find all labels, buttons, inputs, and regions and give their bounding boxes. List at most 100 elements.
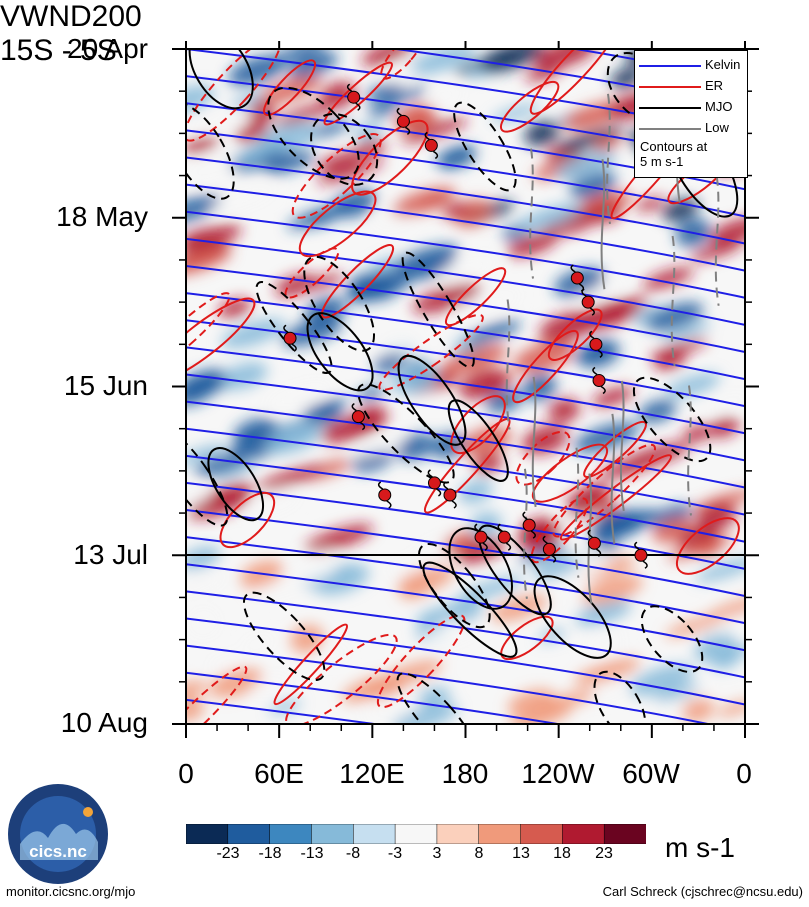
- tc-marker: [592, 366, 606, 395]
- anomaly-blob: [388, 86, 428, 102]
- anomaly-blob: [228, 55, 286, 86]
- anomaly-blob: [186, 195, 223, 226]
- y-tick-label: 18 May: [56, 201, 148, 232]
- kelvin-contour: [186, 454, 745, 543]
- tc-marker-tail: [424, 131, 430, 141]
- anomaly-blob: [290, 551, 340, 583]
- anomaly-blob: [190, 108, 252, 133]
- mjo-contour: [422, 561, 518, 658]
- legend-kelvin-line: [639, 65, 701, 67]
- colorbar-units: m s-1: [665, 832, 735, 863]
- tc-marker-tail: [427, 469, 433, 478]
- anomaly-blob: [490, 594, 548, 622]
- anomaly-blob: [186, 698, 205, 722]
- low-contour: [670, 235, 676, 367]
- er-contour: [186, 665, 248, 724]
- kelvin-contour: [186, 671, 564, 724]
- er-contour: [219, 491, 276, 549]
- chart-title: VWND200: [0, 0, 142, 33]
- tc-marker-tail: [346, 83, 353, 92]
- anomaly-blob: [543, 210, 601, 237]
- low-contour: [600, 159, 606, 290]
- er-contour: [273, 623, 349, 706]
- mjo-contour: [242, 591, 326, 682]
- anomaly-blob: [571, 344, 612, 362]
- anomaly-blob: [646, 302, 704, 331]
- tc-marker-tail: [355, 102, 361, 111]
- tc-marker: [283, 324, 297, 352]
- contour-note-line2: 5 m s-1: [640, 154, 684, 169]
- anomaly-blob: [186, 571, 225, 598]
- anomaly-blob: [660, 320, 712, 341]
- tc-marker: [589, 330, 603, 358]
- footer-url[interactable]: monitor.cicsnc.org/mjo: [6, 884, 136, 899]
- tc-marker-tail: [451, 500, 457, 509]
- tc-marker-tail: [589, 307, 595, 316]
- anomaly-blob: [345, 270, 414, 303]
- mjo-contour: [401, 251, 475, 369]
- tc-marker: [427, 469, 442, 497]
- er-contour: [676, 517, 740, 575]
- mjo-contour: [453, 101, 517, 192]
- anomaly-blob: [422, 618, 484, 647]
- er-contour: [378, 313, 484, 391]
- er-contour: [380, 49, 426, 80]
- low-contour: [619, 380, 625, 512]
- legend-er-label: ER: [705, 78, 724, 93]
- legend-kelvin-label: Kelvin: [705, 57, 741, 72]
- tc-marker: [474, 523, 488, 551]
- tc-marker-tail: [550, 554, 557, 563]
- er-contour: [376, 614, 466, 709]
- tc-marker-body: [542, 542, 556, 556]
- anomaly-blob: [361, 49, 413, 66]
- anomaly-blob: [690, 240, 743, 261]
- kelvin-contour: [186, 698, 383, 724]
- tc-marker-tail: [443, 481, 449, 490]
- tc-marker-body: [443, 488, 457, 502]
- y-tick-label: 15 Jun: [63, 370, 148, 401]
- anomaly-blob: [479, 49, 545, 73]
- anomaly-blob: [396, 433, 436, 460]
- mjo-contour: [255, 281, 333, 375]
- anomaly-blob: [531, 689, 598, 715]
- anomaly-blob: [441, 202, 470, 218]
- low-contour: [606, 93, 611, 225]
- colorbar-tick-label: 18: [553, 845, 571, 862]
- kelvin-contour: [186, 509, 745, 598]
- mjo-contour: [186, 425, 229, 527]
- anomaly-blob: [429, 83, 464, 107]
- anomaly-blob: [593, 208, 622, 224]
- tc-marker-body: [634, 548, 648, 562]
- anomaly-blob: [507, 689, 555, 716]
- low-contour: [505, 299, 511, 430]
- x-tick-label: 0: [178, 758, 194, 789]
- anomaly-blob: [394, 244, 459, 273]
- tc-marker-body: [570, 271, 584, 285]
- tc-marker-tail: [396, 107, 402, 116]
- tc-markers: [283, 83, 648, 569]
- anomaly-blob: [366, 82, 404, 102]
- colorbar-swatch: [186, 824, 229, 844]
- anomaly-blob: [593, 681, 625, 700]
- mjo-contour: [396, 672, 479, 724]
- colorbar-tick-label: -23: [216, 845, 240, 862]
- kelvin-contour: [186, 319, 745, 408]
- mjo-contour: [632, 376, 712, 463]
- colorbar-swatch: [269, 824, 313, 844]
- anomaly-blob: [457, 480, 493, 504]
- colorbar-swatch: [353, 824, 396, 844]
- anomaly-blob: [442, 344, 507, 375]
- anomaly-blob: [466, 320, 522, 344]
- tc-marker-tail: [359, 421, 366, 431]
- x-tick-label: 120W: [521, 758, 595, 789]
- anomaly-blob: [507, 232, 558, 257]
- tc-marker-body: [378, 488, 392, 502]
- colorbar-tick-label: -8: [345, 845, 361, 862]
- anomaly-blob: [220, 318, 286, 349]
- mjo-contour: [417, 543, 491, 629]
- anomaly-blob: [592, 135, 621, 152]
- tc-marker-body: [427, 476, 441, 490]
- tc-marker-tail: [581, 288, 587, 297]
- er-contour: [444, 267, 507, 327]
- legend-low-line: [639, 128, 701, 130]
